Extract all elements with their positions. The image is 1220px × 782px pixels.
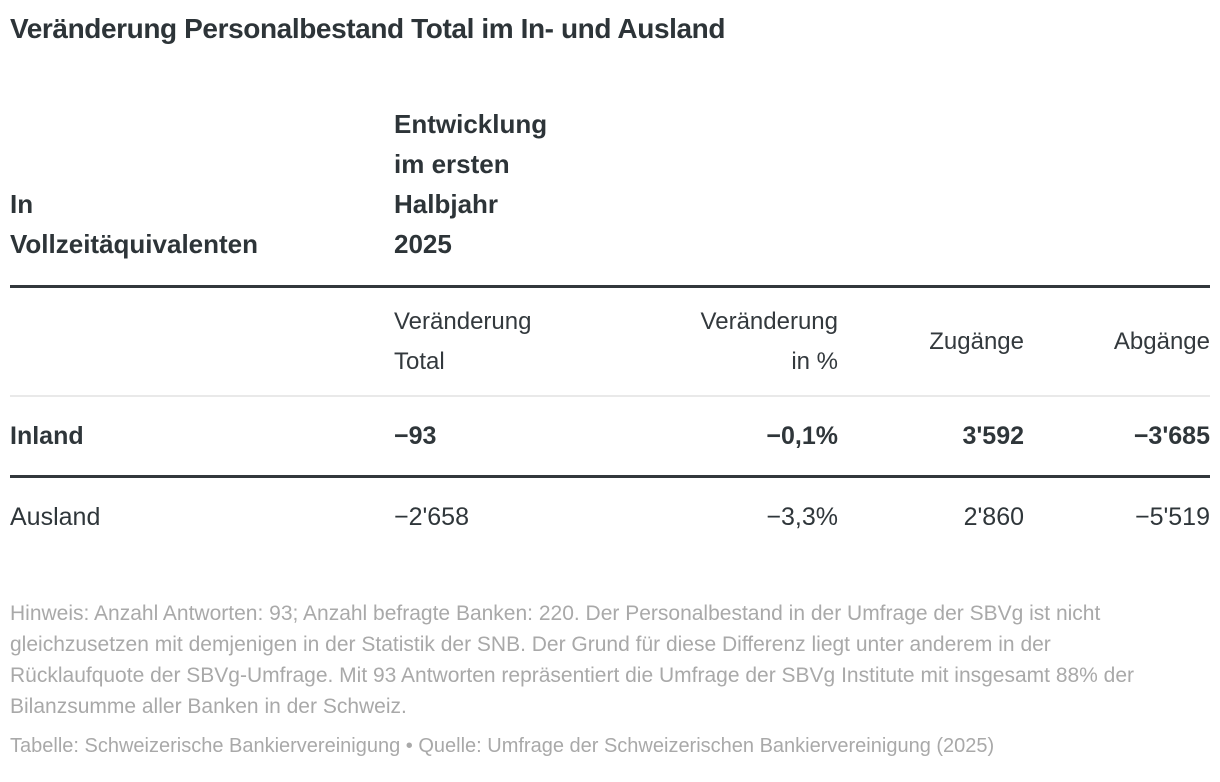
header-spacer-1 [610, 104, 838, 288]
cell-inland-zugaenge: 3'592 [838, 396, 1024, 478]
page-title: Veränderung Personalbestand Total im In-… [10, 13, 726, 44]
note-text: Hinweis: Anzahl Antworten: 93; Anzahl be… [10, 602, 1135, 718]
header-spacer-3 [1024, 104, 1210, 288]
column-header-zugaenge: Zugänge [838, 286, 1024, 397]
cell-ausland-veraenderung-total: −2'658 [394, 503, 469, 531]
header-spacer-2 [838, 104, 1024, 288]
header-unit-label: In Vollzeitäquivalenten [10, 104, 394, 288]
table-row-ausland: Ausland −2'658 −3,3% 2'860 −5'519 [10, 477, 1210, 557]
cell-inland-veraenderung-total: −93 [394, 396, 610, 478]
column-header-veraenderung-total: Veränderung Total [394, 286, 610, 397]
cell-ausland-abgaenge: −5'519 [1135, 503, 1210, 531]
cell-inland-veraenderung-prozent: −0,1% [610, 396, 838, 478]
table-header-row: In Vollzeitäquivalenten Entwicklung im e… [10, 104, 1210, 288]
row-label-inland: Inland [10, 396, 394, 478]
subheader-empty [10, 286, 394, 397]
row-label-ausland: Ausland [10, 503, 101, 531]
cell-ausland-zugaenge: 2'860 [963, 503, 1024, 531]
cell-inland-abgaenge: −3'685 [1024, 396, 1210, 478]
column-header-abgaenge: Abgänge [1024, 286, 1210, 397]
table-row-inland: Inland −93 −0,1% 3'592 −3'685 [10, 396, 1210, 478]
personnel-change-table: In Vollzeitäquivalenten Entwicklung im e… [10, 104, 1210, 556]
header-period-label: Entwicklung im ersten Halbjahr 2025 [394, 104, 610, 288]
credit-line: Tabelle: Schweizerische Bankiervereinigu… [10, 735, 995, 757]
table-subheader-row: Veränderung Total Veränderung in % Zugän… [10, 286, 1210, 397]
cell-ausland-veraenderung-prozent: −3,3% [766, 503, 838, 531]
column-header-veraenderung-prozent: Veränderung in % [610, 286, 838, 397]
